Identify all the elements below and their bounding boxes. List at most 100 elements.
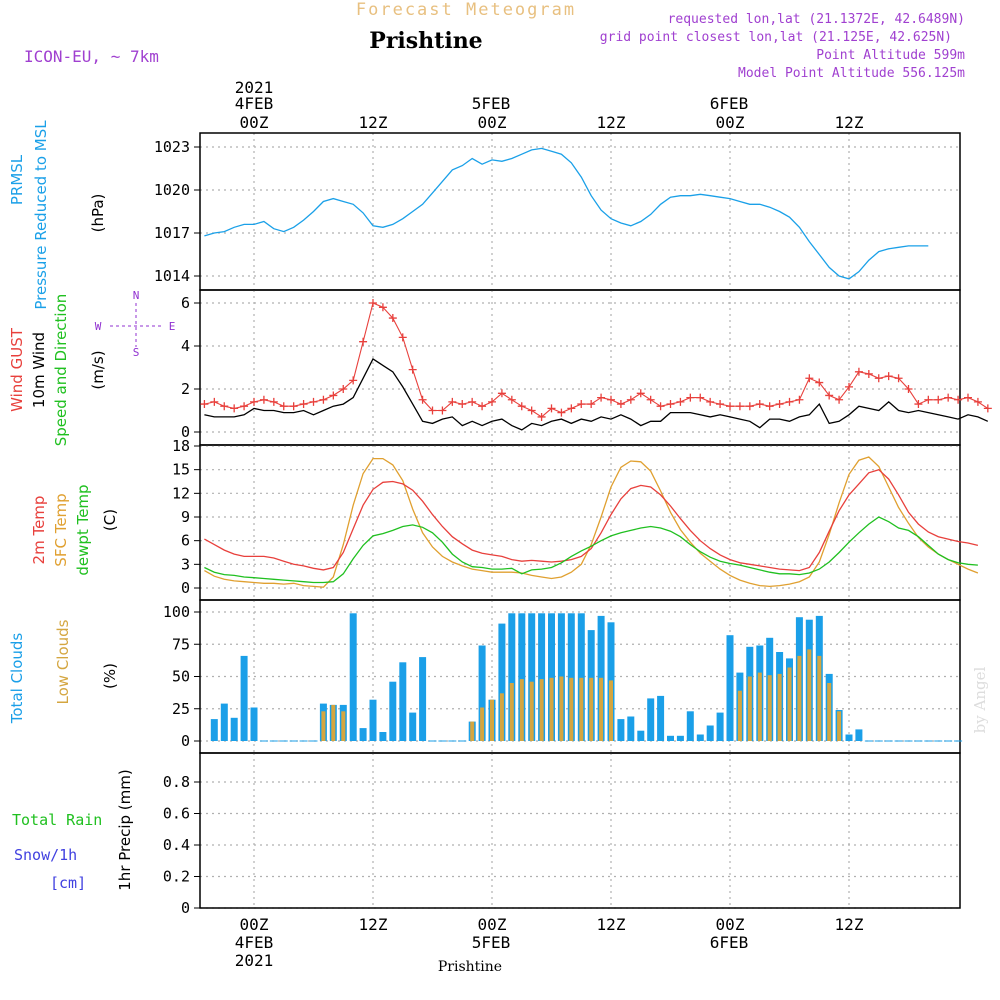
y-tick-label: 18 xyxy=(172,437,190,455)
low-cloud-bar xyxy=(341,711,346,741)
top-tick-label: 12Z xyxy=(597,113,626,132)
compass-w: W xyxy=(95,320,102,333)
gust-point xyxy=(507,395,516,404)
low-cloud-bar xyxy=(589,677,594,741)
temp-sfc-ylabel: SFC Temp xyxy=(52,493,70,566)
compass-s: S xyxy=(133,346,140,359)
gust-point xyxy=(527,406,536,415)
y-tick-label: 25 xyxy=(172,700,190,718)
total-cloud-bar xyxy=(855,729,863,741)
total-cloud-bar xyxy=(676,735,684,741)
gust-point xyxy=(835,395,844,404)
gust-point xyxy=(438,406,447,415)
y-tick-label: 100 xyxy=(163,603,190,621)
total-cloud-bar xyxy=(706,725,714,741)
total-cloud-bar xyxy=(567,613,575,741)
y-tick-label: 0.6 xyxy=(163,805,190,823)
gust-point xyxy=(775,400,784,409)
model-label: ICON-EU, ~ 7km xyxy=(24,47,159,66)
gust-point xyxy=(686,393,695,402)
top-year-label: 2021 xyxy=(235,78,274,97)
total-cloud-bar xyxy=(528,613,536,741)
bottom-tick-label: 12Z xyxy=(359,915,388,934)
low-cloud-bar xyxy=(737,690,742,741)
temp-units: (C) xyxy=(101,509,119,531)
gust-point xyxy=(676,397,685,406)
total-cloud-bar xyxy=(627,716,635,741)
total-cloud-bar xyxy=(210,719,218,741)
low-cloud-bar xyxy=(817,655,822,741)
low-cloud-bar xyxy=(480,707,485,741)
low-cloud-bar xyxy=(321,711,326,741)
total-cloud-bar xyxy=(508,613,516,741)
total-cloud-bar xyxy=(647,698,655,741)
low-cloud-bar xyxy=(499,693,504,741)
y-tick-label: 1014 xyxy=(154,267,190,285)
low-cloud-bar xyxy=(767,675,772,741)
gust-point xyxy=(319,395,328,404)
gust-point xyxy=(557,408,566,417)
wind-10m-ylabel: 10m Wind xyxy=(30,332,48,408)
gust-point xyxy=(359,337,368,346)
total-cloud-bar xyxy=(369,699,377,741)
total-cloud-bar xyxy=(637,730,645,741)
gust-point xyxy=(864,369,873,378)
gust-point xyxy=(607,395,615,404)
gust-point xyxy=(706,397,715,406)
gust-point xyxy=(983,404,992,413)
gust-point xyxy=(914,400,923,409)
gust-point xyxy=(279,402,288,411)
panel-frame xyxy=(199,444,961,601)
y-tick-label: 0.2 xyxy=(163,868,190,886)
low-cloud-bar xyxy=(609,680,613,741)
sfc-temp-line xyxy=(204,456,979,588)
gust-point xyxy=(854,367,863,376)
gust-point xyxy=(825,391,834,400)
compass-rose: N S W E xyxy=(95,289,176,359)
gust-point xyxy=(259,395,268,404)
y-tick-label: 2 xyxy=(181,380,190,398)
top-x-tick-labels: 00Z 12Z 00Z 12Z 00Z 12Z xyxy=(240,113,864,132)
top-tick-label: 00Z xyxy=(240,113,269,132)
gust-point xyxy=(577,400,586,409)
y-tick-label: 1020 xyxy=(154,181,190,199)
y-tick-label: 0 xyxy=(181,899,190,917)
y-tick-label: 0 xyxy=(181,423,190,441)
low-cloud-bar xyxy=(519,679,524,741)
top-date-5feb: 5FEB xyxy=(472,94,511,113)
low-cloud-bar xyxy=(787,667,792,741)
y-tick-label: 0 xyxy=(181,732,190,750)
total-cloud-bar xyxy=(349,613,357,741)
panel-precip: 0 0.2 0.4 0.6 0.8 xyxy=(163,752,961,917)
low-cloud-bar xyxy=(837,711,842,741)
y-tick-label: 15 xyxy=(172,461,190,479)
total-cloud-bar xyxy=(548,613,555,741)
low-cloud-bar xyxy=(470,721,475,741)
low-cloud-bar xyxy=(549,677,554,741)
gust-point xyxy=(735,402,744,411)
total-cloud-bar xyxy=(478,645,486,741)
gust-point xyxy=(369,299,377,307)
gust-point xyxy=(428,406,437,415)
gust-point xyxy=(478,402,487,411)
total-cloud-bar xyxy=(686,711,694,741)
bottom-year-label: 2021 xyxy=(235,951,274,970)
gust-point xyxy=(388,314,397,323)
panel-temperature: 0 3 6 9 12 15 18 xyxy=(172,437,961,601)
gust-point xyxy=(646,395,655,404)
low-cloud-bar xyxy=(331,704,336,741)
gust-point xyxy=(795,395,804,404)
gust-point xyxy=(537,412,546,421)
pressure-ylabel-2: Pressure Reduced to MSL xyxy=(32,120,50,310)
total-cloud-bar xyxy=(518,613,526,741)
requested-coords: requested lon,lat (21.1372E, 42.6489N) xyxy=(668,12,965,27)
total-cloud-bar xyxy=(726,635,734,741)
low-cloud-bar xyxy=(579,677,584,741)
credit-watermark: by Angel xyxy=(971,666,989,733)
gust-point xyxy=(636,389,645,398)
total-cloud-bar xyxy=(696,734,704,741)
gust-point xyxy=(785,397,794,406)
pressure-line xyxy=(204,147,929,280)
top-date-6feb: 6FEB xyxy=(710,94,749,113)
gust-point xyxy=(230,404,239,413)
